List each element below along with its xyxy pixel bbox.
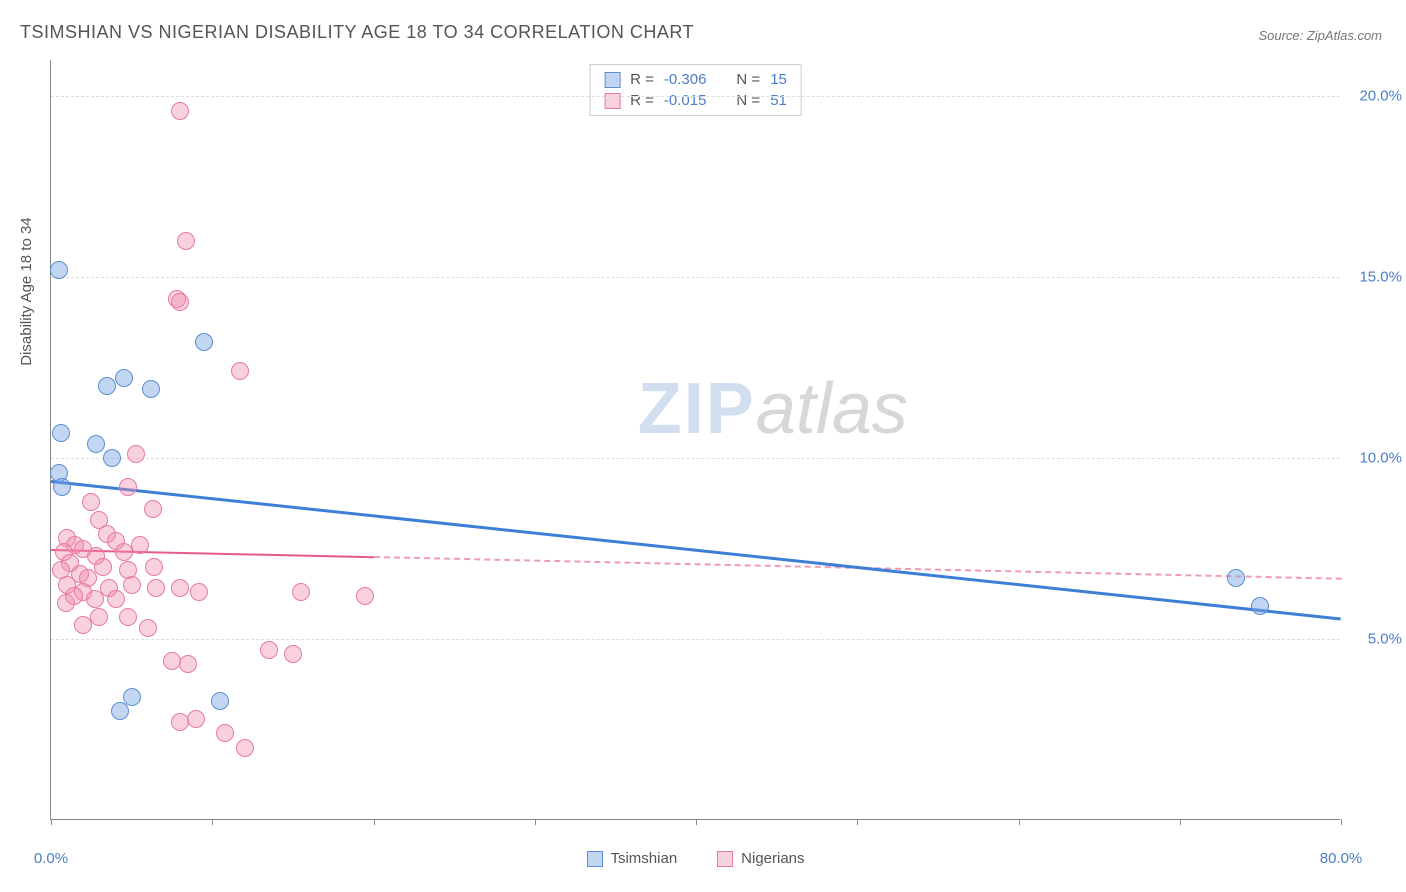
data-point — [1227, 569, 1245, 587]
legend-n-value: 15 — [770, 71, 787, 88]
legend-r-value: -0.015 — [664, 92, 707, 109]
legend-r-label: R = — [630, 92, 654, 109]
data-point — [123, 576, 141, 594]
legend-series: Tsimshian Nigerians — [586, 850, 804, 867]
legend-label: Tsimshian — [610, 850, 677, 867]
watermark: ZIPatlas — [638, 368, 908, 450]
data-point — [127, 445, 145, 463]
legend-swatch-icon — [586, 851, 602, 867]
data-point — [86, 590, 104, 608]
watermark-atlas: atlas — [756, 369, 908, 449]
data-point — [119, 478, 137, 496]
legend-row-tsimshian: R = -0.306 N = 15 — [604, 69, 787, 90]
xtick-label: 0.0% — [34, 850, 68, 867]
data-point — [107, 590, 125, 608]
data-point — [131, 536, 149, 554]
xtick — [1019, 819, 1020, 825]
data-point — [139, 619, 157, 637]
data-point — [163, 652, 181, 670]
legend-n-label: N = — [736, 71, 760, 88]
ytick-label: 10.0% — [1359, 450, 1402, 467]
legend-row-nigerians: R = -0.015 N = 51 — [604, 90, 787, 111]
ytick-label: 5.0% — [1368, 631, 1402, 648]
xtick — [857, 819, 858, 825]
data-point — [115, 369, 133, 387]
watermark-zip: ZIP — [638, 369, 756, 449]
y-axis-label: Disability Age 18 to 34 — [18, 217, 35, 365]
data-point — [98, 377, 116, 395]
xtick — [374, 819, 375, 825]
trend-line-solid — [51, 480, 1341, 620]
data-point — [50, 261, 68, 279]
data-point — [111, 702, 129, 720]
data-point — [171, 579, 189, 597]
data-point — [90, 608, 108, 626]
data-point — [94, 558, 112, 576]
chart-source: Source: ZipAtlas.com — [1258, 28, 1382, 43]
data-point — [57, 594, 75, 612]
legend-r-label: R = — [630, 71, 654, 88]
data-point — [171, 102, 189, 120]
ytick-label: 20.0% — [1359, 88, 1402, 105]
plot-area: ZIPatlas R = -0.306 N = 15 R = -0.015 N … — [50, 60, 1340, 820]
data-point — [177, 232, 195, 250]
chart-title: TSIMSHIAN VS NIGERIAN DISABILITY AGE 18 … — [20, 22, 694, 43]
data-point — [74, 616, 92, 634]
legend-r-value: -0.306 — [664, 71, 707, 88]
ytick-label: 15.0% — [1359, 269, 1402, 286]
legend-swatch-icon — [717, 851, 733, 867]
gridline — [51, 277, 1340, 278]
data-point — [292, 583, 310, 601]
data-point — [211, 692, 229, 710]
legend-swatch-nigerians — [604, 93, 620, 109]
data-point — [190, 583, 208, 601]
legend-n-label: N = — [736, 92, 760, 109]
legend-swatch-tsimshian — [604, 72, 620, 88]
data-point — [231, 362, 249, 380]
data-point — [103, 449, 121, 467]
gridline — [51, 458, 1340, 459]
data-point — [284, 645, 302, 663]
legend-correlation: R = -0.306 N = 15 R = -0.015 N = 51 — [589, 64, 802, 116]
data-point — [142, 380, 160, 398]
data-point — [144, 500, 162, 518]
data-point — [52, 424, 70, 442]
data-point — [216, 724, 234, 742]
xtick — [51, 819, 52, 825]
data-point — [87, 435, 105, 453]
correlation-chart: TSIMSHIAN VS NIGERIAN DISABILITY AGE 18 … — [0, 0, 1406, 892]
data-point — [119, 608, 137, 626]
legend-label: Nigerians — [741, 850, 804, 867]
data-point — [356, 587, 374, 605]
data-point — [236, 739, 254, 757]
gridline — [51, 96, 1340, 97]
data-point — [1251, 597, 1269, 615]
data-point — [171, 293, 189, 311]
legend-item-nigerians: Nigerians — [717, 850, 804, 867]
xtick — [696, 819, 697, 825]
xtick-label: 80.0% — [1320, 850, 1363, 867]
data-point — [179, 655, 197, 673]
data-point — [187, 710, 205, 728]
data-point — [53, 478, 71, 496]
data-point — [195, 333, 213, 351]
xtick — [1180, 819, 1181, 825]
data-point — [82, 493, 100, 511]
xtick — [1341, 819, 1342, 825]
legend-item-tsimshian: Tsimshian — [586, 850, 677, 867]
data-point — [260, 641, 278, 659]
data-point — [145, 558, 163, 576]
data-point — [147, 579, 165, 597]
xtick — [212, 819, 213, 825]
gridline — [51, 639, 1340, 640]
xtick — [535, 819, 536, 825]
legend-n-value: 51 — [770, 92, 787, 109]
